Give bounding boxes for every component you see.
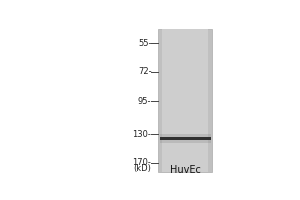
Bar — [160, 137, 211, 140]
Text: (kD): (kD) — [134, 164, 152, 173]
Text: 130-: 130- — [133, 130, 152, 139]
Text: 72-: 72- — [138, 67, 152, 76]
Text: 95-: 95- — [138, 97, 152, 106]
Text: 170-: 170- — [133, 158, 152, 167]
Text: 55-: 55- — [138, 39, 152, 48]
Bar — [160, 134, 211, 143]
Text: HuvEc: HuvEc — [170, 165, 201, 175]
